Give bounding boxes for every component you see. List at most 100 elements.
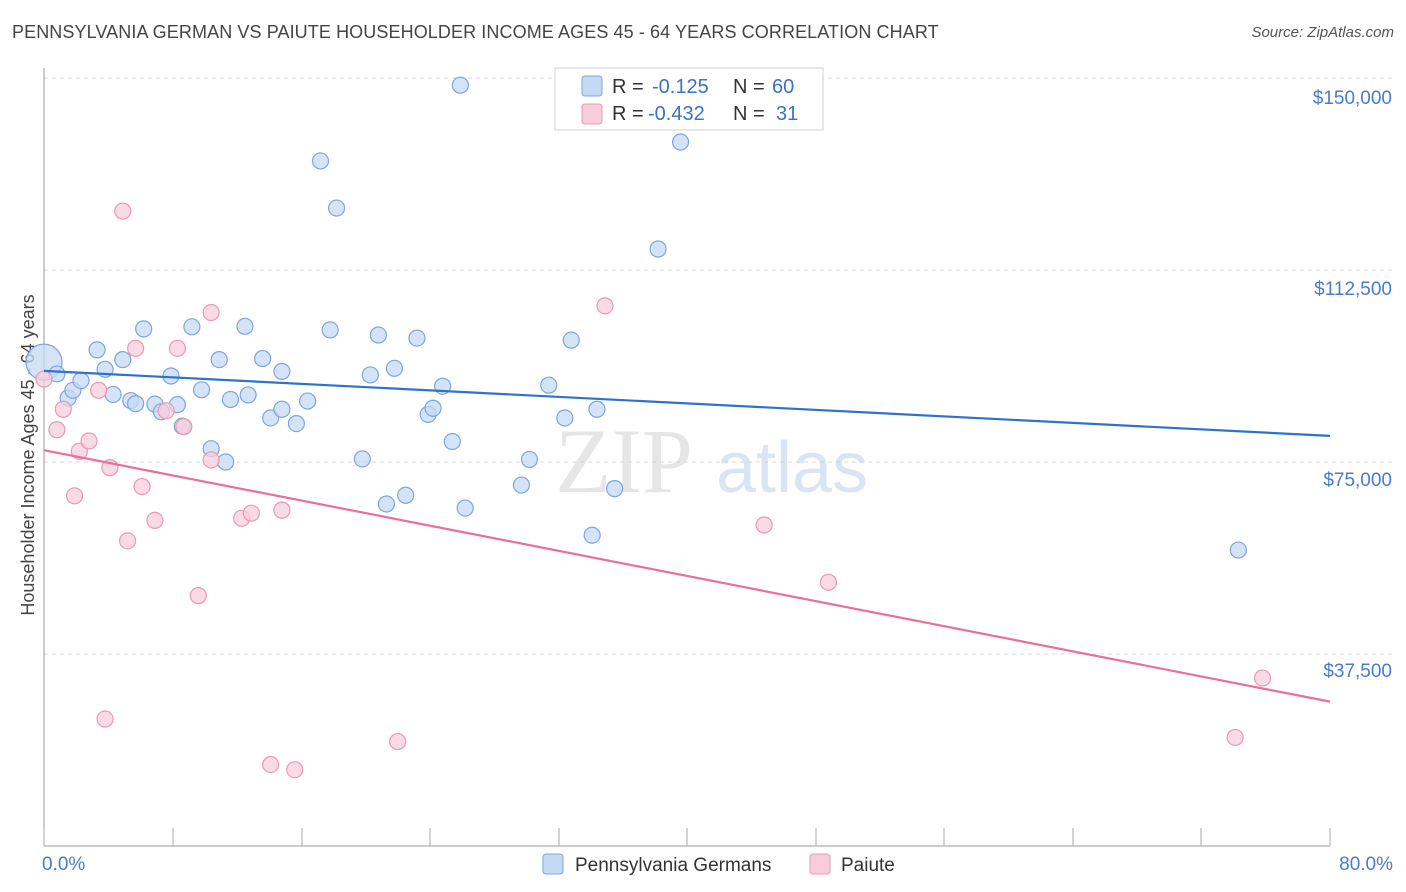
point-pennsylvania-germans <box>254 349 272 368</box>
legend-r-value-pink: -0.432 <box>648 103 705 125</box>
point-pennsylvania-germans <box>88 341 106 359</box>
point-paiute <box>118 532 137 550</box>
y-axis-label: Householder Income Ages 45 - 64 years <box>18 294 38 615</box>
point-pennsylvania-germans <box>192 381 211 399</box>
point-pennsylvania-germans <box>262 409 280 427</box>
y-tick-label-112500: $112,500 <box>1314 279 1392 300</box>
point-pennsylvania-germans <box>397 486 415 504</box>
point-pennsylvania-germans <box>221 390 240 409</box>
point-pennsylvania-germans <box>273 400 291 418</box>
bottom-legend-swatch-pink <box>809 853 831 875</box>
bottom-legend-swatch-blue <box>542 853 564 875</box>
watermark-zip: ZIP <box>555 410 693 512</box>
chart-source: Source: ZipAtlas.com <box>1251 24 1394 41</box>
point-pennsylvania-germans <box>512 476 531 494</box>
legend-n-value-blue: 60 <box>772 76 794 98</box>
point-paiute <box>189 587 207 605</box>
point-pennsylvania-germans <box>451 76 469 94</box>
x-tick-label-max: 80.0% <box>1339 854 1393 875</box>
legend-r-label-blue: R = <box>612 76 644 98</box>
legend-n-label-blue: N = <box>733 76 765 98</box>
point-pennsylvania-germans <box>217 453 235 471</box>
point-pennsylvania-germans <box>104 385 122 404</box>
trend-lines <box>43 369 1331 703</box>
point-pennsylvania-germans <box>606 480 624 498</box>
point-pennsylvania-germans <box>443 432 461 451</box>
point-pennsylvania-germans <box>540 376 558 394</box>
point-paiute <box>168 339 187 357</box>
point-paiute <box>596 297 614 315</box>
trend-line-paiute <box>43 449 1331 703</box>
point-pennsylvania-germans <box>239 386 257 404</box>
point-pennsylvania-germans <box>135 320 153 338</box>
y-tick-label-37500: $37,500 <box>1323 661 1392 682</box>
point-pennsylvania-germans <box>369 326 387 344</box>
point-pennsylvania-germans <box>299 392 317 410</box>
point-paiute <box>389 732 407 751</box>
point-paiute <box>1226 728 1244 747</box>
point-paiute <box>262 755 280 774</box>
point-paiute <box>1253 669 1272 687</box>
grid-lines <box>44 77 1394 655</box>
legend-swatch-pink <box>581 103 603 125</box>
point-paiute <box>90 381 108 399</box>
watermark-atlas: atlas <box>716 428 868 508</box>
point-pennsylvania-germans <box>408 329 426 347</box>
point-pennsylvania-germans <box>562 331 580 349</box>
point-paiute <box>175 418 193 436</box>
bottom-legend-label-pink: Paiute <box>841 855 895 876</box>
point-pennsylvania-germans <box>114 351 132 369</box>
point-pennsylvania-germans <box>1229 541 1247 559</box>
trend-line-pennsylvania-germans <box>43 369 1331 437</box>
point-pennsylvania-germans <box>72 371 90 390</box>
watermark: ZIP atlas <box>555 410 868 512</box>
point-pennsylvania-germans <box>327 199 346 217</box>
point-pennsylvania-germans <box>311 152 330 170</box>
chart-title: PENNSYLVANIA GERMAN VS PAIUTE HOUSEHOLDE… <box>12 22 939 42</box>
point-pennsylvania-germans <box>273 362 291 380</box>
series-pennsylvania-germans <box>25 76 1247 559</box>
point-paiute <box>35 370 53 388</box>
point-paiute <box>273 501 291 519</box>
point-pennsylvania-germans <box>385 359 404 377</box>
point-pennsylvania-germans <box>671 133 690 151</box>
point-paiute <box>157 402 175 420</box>
point-pennsylvania-germans <box>456 499 474 517</box>
y-tick-label-150000: $150,000 <box>1313 88 1392 109</box>
point-paiute <box>819 573 838 591</box>
point-pennsylvania-germans <box>236 317 254 335</box>
point-paiute <box>65 487 84 505</box>
point-pennsylvania-germans <box>361 366 379 384</box>
point-pennsylvania-germans <box>424 399 442 417</box>
top-legend: R = -0.125 N = 60 R = -0.432 N = 31 <box>554 67 824 131</box>
point-pennsylvania-germans <box>183 318 201 336</box>
point-paiute <box>202 451 220 469</box>
point-pennsylvania-germans <box>520 450 539 469</box>
point-paiute <box>755 516 773 534</box>
legend-n-value-pink: 31 <box>776 103 798 125</box>
legend-swatch-blue <box>581 75 603 97</box>
point-pennsylvania-germans <box>210 351 228 369</box>
point-pennsylvania-germans <box>649 240 667 258</box>
legend-n-label-pink: N = <box>733 103 765 125</box>
point-pennsylvania-germans <box>588 400 606 418</box>
point-pennsylvania-germans <box>556 409 574 427</box>
point-pennsylvania-germans <box>287 415 305 433</box>
x-axis-ticks <box>43 828 1331 846</box>
point-paiute <box>202 303 220 322</box>
point-paiute <box>242 504 260 522</box>
point-paiute <box>80 432 98 450</box>
series-paiute <box>35 202 1272 779</box>
point-pennsylvania-germans <box>321 321 339 339</box>
x-tick-label-min: 0.0% <box>42 854 85 875</box>
point-paiute <box>133 477 151 496</box>
point-paiute <box>54 400 72 418</box>
legend-r-value-blue: -0.125 <box>652 76 709 98</box>
point-paiute <box>114 202 132 220</box>
bottom-legend: Pennsylvania Germans Paiute <box>542 853 895 876</box>
point-paiute <box>146 511 164 529</box>
point-pennsylvania-germans <box>583 526 601 544</box>
point-paiute <box>127 339 145 357</box>
point-pennsylvania-germans <box>377 495 395 513</box>
